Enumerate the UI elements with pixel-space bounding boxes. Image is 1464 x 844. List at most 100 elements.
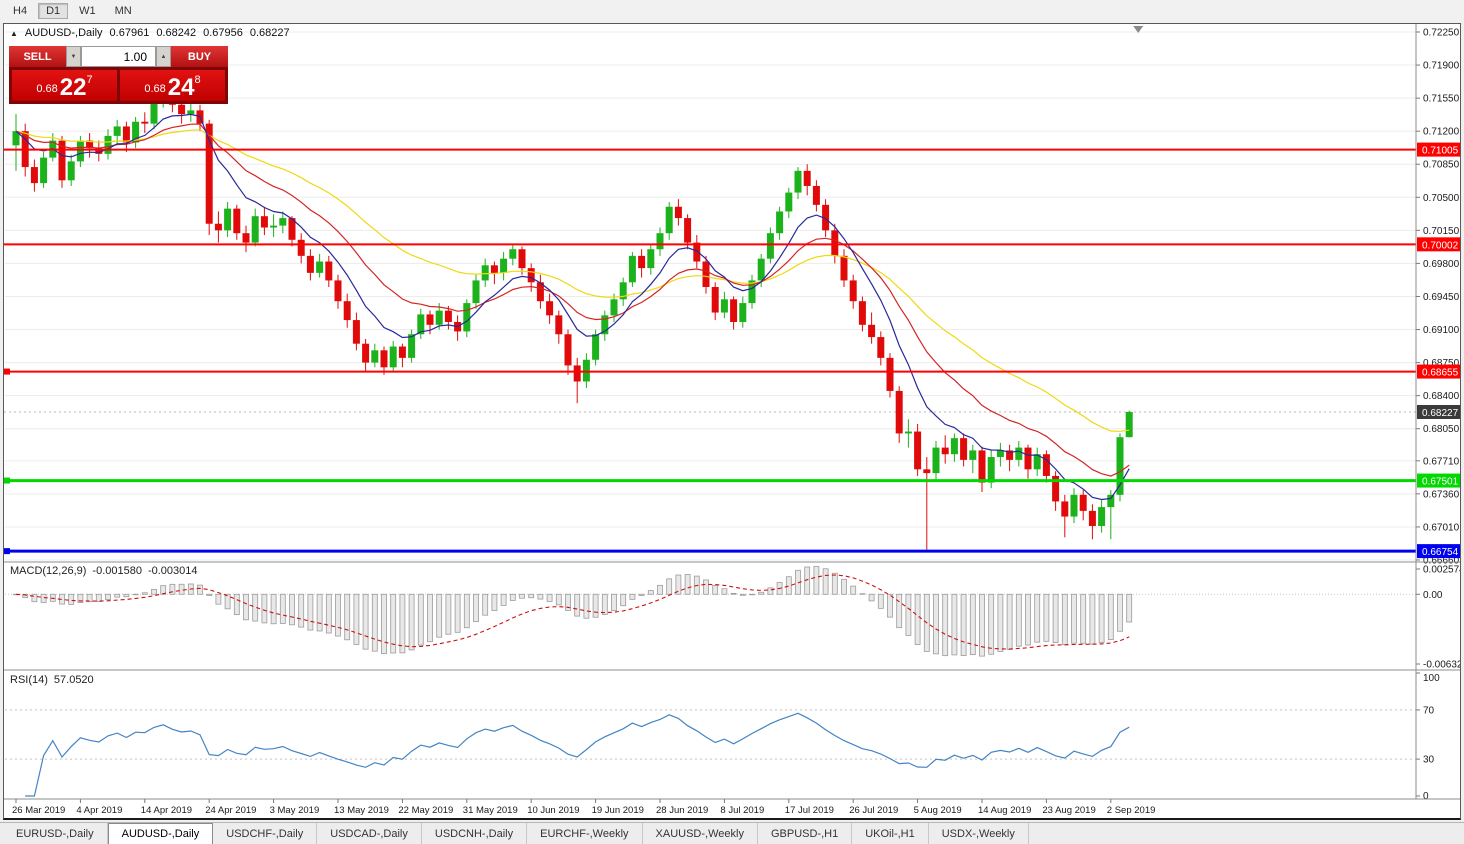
y-axis-label: 0.69800 [1423,259,1460,270]
macd-header: MACD(12,26,9) -0.001580 -0.003014 [10,565,198,577]
y-axis-label: 0.67710 [1423,456,1460,467]
timeframe-button-d1[interactable]: D1 [38,3,69,19]
rsi-title: RSI(14) [10,674,48,686]
timeframe-button-h4[interactable]: H4 [13,5,28,17]
current-price-tag: 0.68227 [1417,404,1460,419]
chart-tab-usdx-weekly[interactable]: USDX-,Weekly [929,823,1029,844]
y-axis-label: 0.70850 [1423,160,1460,171]
chart-tab-gbpusd-h1[interactable]: GBPUSD-,H1 [758,823,853,844]
x-axis-label: 28 Jun 2019 [656,805,708,816]
chart-canvas[interactable]: 0.72250 0.71900 0.71550 0.71200 0.70850 0.705… [4,24,1460,818]
volume-decrease-button[interactable]: ▼ [66,46,81,67]
sell-price-big: 22 [59,73,87,101]
chart-marker-icon: ▲ [10,29,18,38]
y-axis-label: 0.71550 [1423,94,1460,105]
svg-text:0.67501: 0.67501 [1422,477,1459,488]
volume-increase-button[interactable]: ▲ [156,46,171,67]
chart-tab-audusd-daily[interactable]: AUDUSD-,Daily [107,823,214,844]
chart-symbol-label: AUDUSD-,Daily [24,27,103,39]
sell-price-sup: 7 [86,74,93,86]
macd-panel-graph: 0.002574 0.00 -0.006326 [5,565,1460,671]
y-axis-label: 0.68050 [1423,424,1460,435]
y-axis-label: 0.68750 [1423,358,1460,369]
rsi-panel-graph: 100 70 30 0 [5,672,1440,802]
y-axis-label: 0.70150 [1423,226,1460,237]
y-axis-label: 0.69450 [1423,292,1460,303]
buy-price-big: 24 [167,73,195,101]
timeframe-button-w1[interactable]: W1 [79,5,96,17]
x-axis-label: 2 Sep 2019 [1107,805,1156,816]
x-axis-label: 13 May 2019 [334,805,389,816]
x-axis-label: 14 Aug 2019 [978,805,1031,816]
y-axis-label: 0.71900 [1423,61,1460,72]
horizontal-lines: 0.71005 0.70002 0.68655 0.67501 0.66754 [4,142,1460,559]
chart-window: 0.72250 0.71900 0.71550 0.71200 0.70850 0.705… [3,23,1461,820]
x-axis-label: 26 Mar 2019 [12,805,65,816]
chart-title: ▲ AUDUSD-,Daily 0.67961 0.68242 0.67956 … [10,27,290,39]
ohlc-low: 0.67956 [203,27,243,39]
panel-frames [4,24,1460,800]
chart-tab-eurchf-weekly[interactable]: EURCHF-,Weekly [527,823,643,844]
y-axis-label: 0.66660 [1423,556,1460,567]
rsi-header: RSI(14) 57.0520 [10,674,94,686]
svg-text:70: 70 [1423,705,1435,716]
chart-tab-usdcnh-daily[interactable]: USDCNH-,Daily [422,823,528,844]
x-axis-label: 4 Apr 2019 [76,805,122,816]
chart-shift-marker-icon [1133,26,1144,33]
svg-text:-0.006326: -0.006326 [1423,660,1460,671]
price-grid [5,31,1416,561]
chart-tab-bar: EURUSD-,Daily AUDUSD-,Daily USDCHF-,Daily U… [0,822,1464,844]
x-axis-label: 31 May 2019 [463,805,518,816]
buy-price-box[interactable]: 0.68 24 8 [120,70,225,101]
chart-tab-usdchf-daily[interactable]: USDCHF-,Daily [213,823,318,844]
time-axis: 26 Mar 2019 4 Apr 2019 14 Apr 2019 24 Apr 2… [12,799,1155,816]
y-axis-label: 0.67010 [1423,522,1460,533]
ohlc-close: 0.68227 [249,27,290,39]
chart-tab-usdcad-daily[interactable]: USDCAD-,Daily [317,823,422,844]
svg-text:0.70002: 0.70002 [1422,240,1459,251]
macd-signal-value: -0.003014 [147,565,198,577]
ohlc-open: 0.67961 [109,27,150,39]
svg-text:0.00: 0.00 [1423,590,1443,601]
svg-text:0.66754: 0.66754 [1422,547,1459,558]
timeframe-toolbar: H4 D1 W1 MN [0,0,1464,22]
x-axis-label: 22 May 2019 [398,805,453,816]
y-axis-label: 0.71200 [1423,127,1460,138]
timeframe-button-mn[interactable]: MN [114,5,132,17]
one-click-trading-panel: SELL ▼ 1.00 ▲ BUY 0.68 22 7 0.68 24 8 [9,46,228,104]
svg-text:0.68655: 0.68655 [1422,368,1459,379]
svg-text:100: 100 [1423,673,1440,684]
buy-price-sup: 8 [194,74,201,86]
x-axis-label: 14 Apr 2019 [141,805,192,816]
y-axis-label: 0.69100 [1423,325,1460,336]
svg-text:0.68227: 0.68227 [1422,408,1459,419]
x-axis-label: 17 Jul 2019 [785,805,834,816]
x-axis-label: 26 Jul 2019 [849,805,898,816]
macd-title: MACD(12,26,9) [10,565,87,577]
ohlc-high: 0.68242 [156,27,197,39]
y-axis-label: 0.68400 [1423,391,1460,402]
chart-tab-ukoil-h1[interactable]: UKOil-,H1 [852,823,929,844]
x-axis-label: 3 May 2019 [270,805,320,816]
svg-text:0.002574: 0.002574 [1423,565,1460,576]
y-axis-label: 0.67360 [1423,489,1460,500]
sell-price-prefix: 0.68 [36,83,58,95]
buy-button[interactable]: BUY [171,46,228,67]
sell-button[interactable]: SELL [9,46,66,67]
x-axis-label: 24 Apr 2019 [205,805,256,816]
x-axis-label: 10 Jun 2019 [527,805,579,816]
chart-tab-eurusd-daily[interactable]: EURUSD-,Daily [3,823,108,844]
x-axis-label: 5 Aug 2019 [914,805,962,816]
svg-text:30: 30 [1423,755,1435,766]
chart-tab-xauusd-weekly[interactable]: XAUUSD-,Weekly [643,823,758,844]
x-axis-label: 23 Aug 2019 [1042,805,1095,816]
y-axis-label: 0.70500 [1423,193,1460,204]
svg-text:0: 0 [1423,791,1429,802]
svg-text:0.71005: 0.71005 [1422,146,1459,157]
macd-main-value: -0.001580 [92,565,142,577]
sell-price-box[interactable]: 0.68 22 7 [12,70,117,101]
rsi-value: 57.0520 [53,674,94,686]
buy-price-prefix: 0.68 [144,83,166,95]
volume-input[interactable]: 1.00 [81,46,156,67]
